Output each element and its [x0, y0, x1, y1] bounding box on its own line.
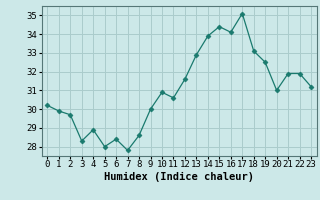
X-axis label: Humidex (Indice chaleur): Humidex (Indice chaleur) [104, 172, 254, 182]
